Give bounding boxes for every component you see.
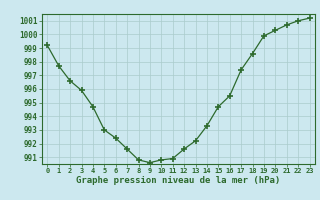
X-axis label: Graphe pression niveau de la mer (hPa): Graphe pression niveau de la mer (hPa) <box>76 176 281 185</box>
